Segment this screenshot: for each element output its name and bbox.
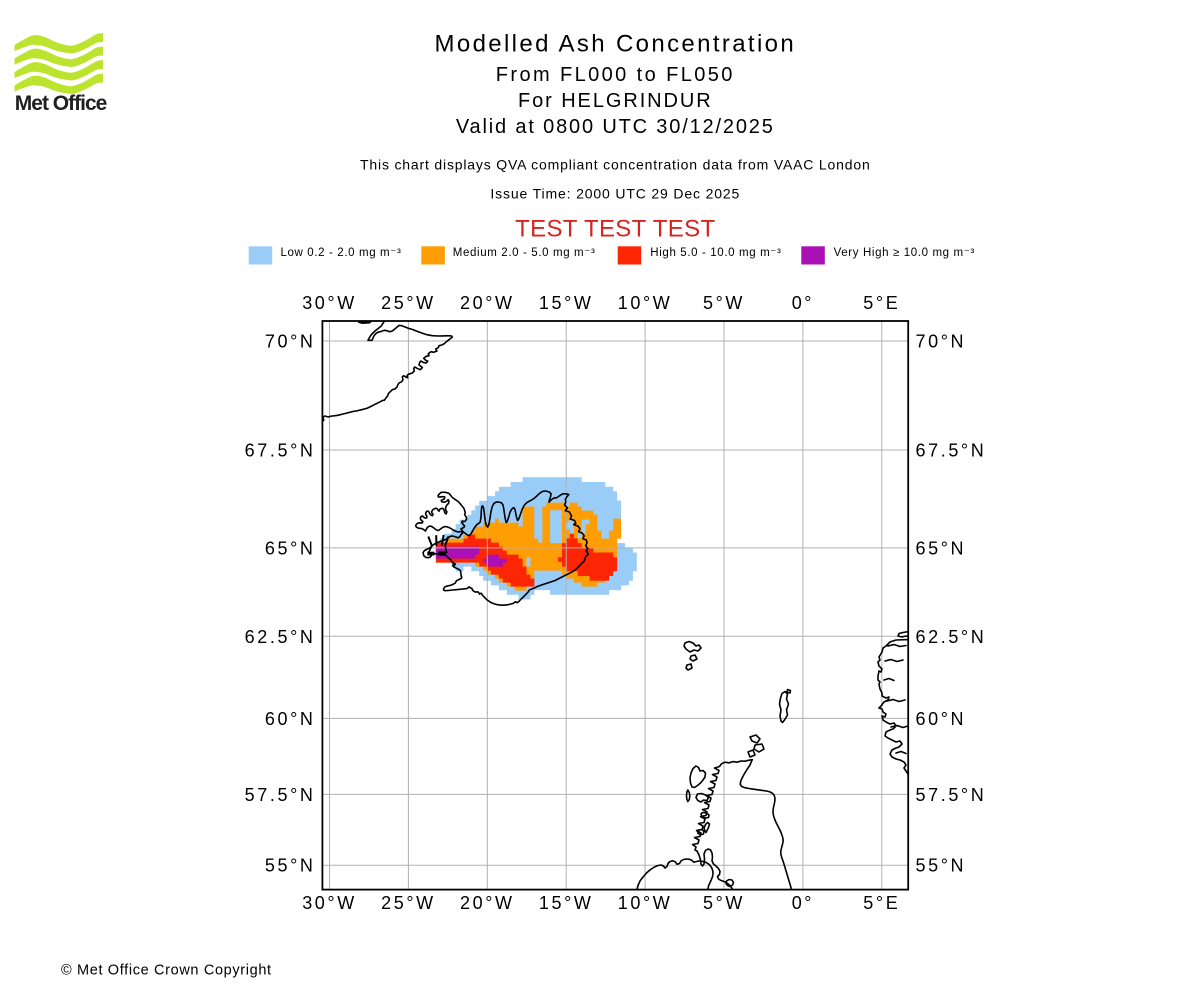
svg-text:Modelled Ash Concentration: Modelled Ash Concentration [435,31,797,58]
svg-text:5°E: 5°E [863,293,900,313]
svg-text:10°W: 10°W [618,893,673,913]
svg-text:25°W: 25°W [381,893,436,913]
svg-text:57.5°N: 57.5°N [245,785,316,805]
svg-text:62.5°N: 62.5°N [916,627,987,647]
svg-text:Very High ≥ 10.0 mg m⁻³: Very High ≥ 10.0 mg m⁻³ [834,247,975,259]
svg-text:From FL000 to FL050: From FL000 to FL050 [496,64,735,86]
svg-text:55°N: 55°N [916,856,967,876]
svg-text:For HELGRINDUR: For HELGRINDUR [518,90,713,112]
svg-text:67.5°N: 67.5°N [245,441,316,461]
svg-text:Medium 2.0 - 5.0 mg m⁻³: Medium 2.0 - 5.0 mg m⁻³ [453,247,596,259]
svg-text:60°N: 60°N [916,709,967,729]
svg-text:65°N: 65°N [916,538,967,558]
svg-text:0°: 0° [792,293,814,313]
svg-text:Met Office: Met Office [15,92,107,115]
svg-text:30°W: 30°W [302,293,357,313]
svg-text:TEST TEST TEST: TEST TEST TEST [515,216,715,243]
svg-text:Low 0.2 - 2.0 mg m⁻³: Low 0.2 - 2.0 mg m⁻³ [281,247,402,259]
svg-text:67.5°N: 67.5°N [916,441,987,461]
svg-text:20°W: 20°W [460,893,515,913]
svg-text:Issue Time: 2000 UTC 29 Dec 20: Issue Time: 2000 UTC 29 Dec 2025 [490,186,740,202]
svg-text:15°W: 15°W [539,293,594,313]
svg-text:62.5°N: 62.5°N [245,627,316,647]
svg-text:10°W: 10°W [618,293,673,313]
svg-text:5°W: 5°W [703,293,745,313]
svg-text:15°W: 15°W [539,893,594,913]
svg-text:60°N: 60°N [265,709,316,729]
svg-text:5°W: 5°W [703,893,745,913]
svg-text:25°W: 25°W [381,293,436,313]
svg-text:© Met Office Crown Copyright: © Met Office Crown Copyright [61,963,272,979]
svg-text:0°: 0° [792,893,814,913]
svg-text:Valid at 0800 UTC 30/12/2025: Valid at 0800 UTC 30/12/2025 [456,116,775,138]
svg-text:57.5°N: 57.5°N [916,785,987,805]
svg-text:This chart displays QVA compli: This chart displays QVA compliant concen… [360,157,871,173]
svg-text:65°N: 65°N [265,538,316,558]
svg-text:70°N: 70°N [916,332,967,352]
svg-text:55°N: 55°N [265,856,316,876]
svg-text:20°W: 20°W [460,293,515,313]
svg-text:High 5.0 - 10.0 mg m⁻³: High 5.0 - 10.0 mg m⁻³ [650,247,781,259]
svg-text:5°E: 5°E [863,893,900,913]
svg-text:70°N: 70°N [265,332,316,352]
svg-text:30°W: 30°W [302,893,357,913]
